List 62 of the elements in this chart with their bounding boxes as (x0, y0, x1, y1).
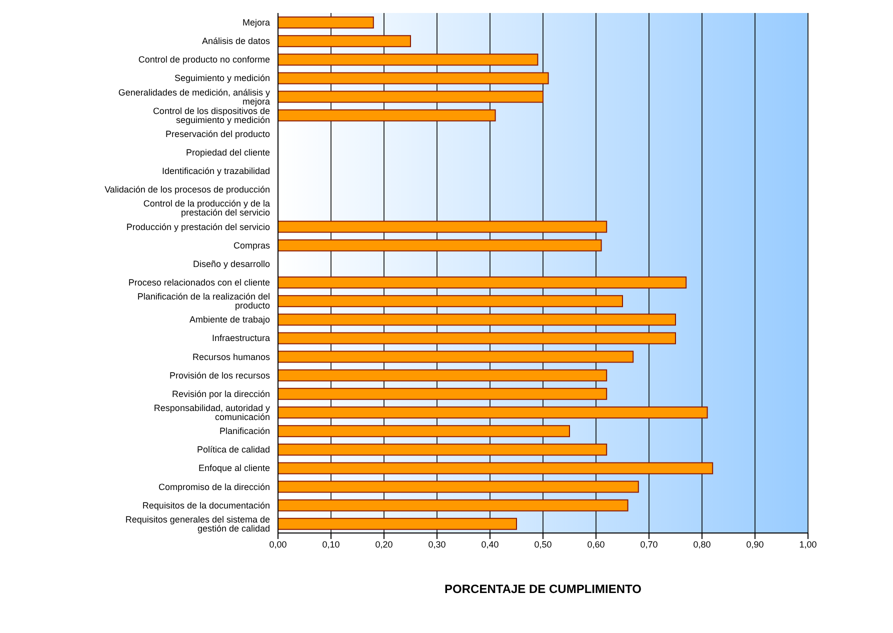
bar (278, 388, 608, 400)
y-tick-label: Política de calidad (196, 444, 270, 455)
y-tick-label: Proceso relacionados con el cliente (128, 277, 270, 288)
bar (278, 462, 714, 474)
bar (278, 499, 628, 512)
bar (278, 314, 676, 326)
y-tick-label: Control de los dispositivos de seguimiento y medición (152, 106, 270, 125)
x-tick-label: 0,70 (640, 539, 658, 550)
x-tick-label: 0,00 (269, 539, 287, 550)
y-tick-label: Mejora (242, 17, 270, 28)
y-tick-label: Ambiente de trabajo (189, 314, 270, 325)
x-tick-label: 0,90 (746, 539, 764, 550)
y-tick-label: Planificación (219, 426, 270, 436)
y-tick-label: Responsabilidad, autoridad y comunicación (154, 402, 270, 422)
x-tick-label: 0,60 (587, 539, 605, 550)
y-tick-label: Requisitos de la documentación (142, 500, 270, 510)
y-tick-label: Preservación del producto (165, 128, 270, 139)
bar (278, 276, 687, 288)
y-tick-label: Validación de los procesos de producción (104, 184, 270, 195)
x-tick-label: 0,10 (322, 539, 340, 550)
bar (278, 220, 608, 233)
bar (278, 518, 517, 530)
y-tick-label: Generalidades de medición, análisis y mejora (118, 87, 270, 106)
bar (278, 350, 634, 363)
y-tick-label: Diseño y desarrollo (192, 258, 270, 269)
bar (278, 480, 639, 493)
y-tick-label: Compromiso de la dirección (158, 482, 270, 492)
bar (278, 332, 676, 344)
y-tick-label: Propiedad del cliente (186, 147, 270, 158)
bar (278, 35, 411, 48)
y-tick-label: Identificación y trazabilidad (162, 166, 270, 176)
bar (278, 90, 544, 103)
bar (278, 295, 623, 308)
y-tick-label: Control de producto no conforme (138, 54, 270, 65)
x-axis-title: PORCENTAJE DE CUMPLIMIENTO (444, 582, 642, 596)
bar (278, 369, 608, 382)
x-tick-label: 0,40 (481, 539, 499, 550)
y-tick-label: Enfoque al cliente (198, 463, 270, 474)
y-tick-label: Requisitos generales del sistema de gestión de calidad (125, 514, 270, 534)
y-tick-label: Seguimiento y medición (174, 73, 270, 84)
y-tick-label: Análisis de datos (202, 36, 270, 46)
bar (278, 444, 608, 456)
bar (278, 425, 570, 438)
x-tick-label: 0,30 (428, 539, 446, 550)
x-tick-label: 0,80 (693, 539, 711, 550)
y-tick-label: Producción y prestación del servicio (126, 222, 270, 232)
y-tick-label: Infraestructura (212, 333, 270, 344)
x-tick-label: 0,20 (375, 539, 393, 550)
y-tick-label: Compras (233, 240, 270, 250)
x-tick-label: 1,00 (799, 539, 817, 550)
y-tick-label: Control de la producción y de la prestación del servicio (143, 198, 270, 218)
y-tick-label: Recursos humanos (192, 352, 270, 362)
bar (278, 406, 708, 418)
bar (278, 16, 374, 28)
y-tick-label: Planificación de la realización del producto (137, 292, 270, 311)
bar (278, 54, 538, 66)
bar (278, 72, 549, 84)
bar (278, 109, 496, 122)
y-tick-label: Revisión por la dirección (172, 388, 270, 399)
x-tick-label: 0,50 (534, 539, 552, 550)
bar (278, 239, 602, 252)
y-tick-label: Provisión de los recursos (169, 370, 270, 380)
